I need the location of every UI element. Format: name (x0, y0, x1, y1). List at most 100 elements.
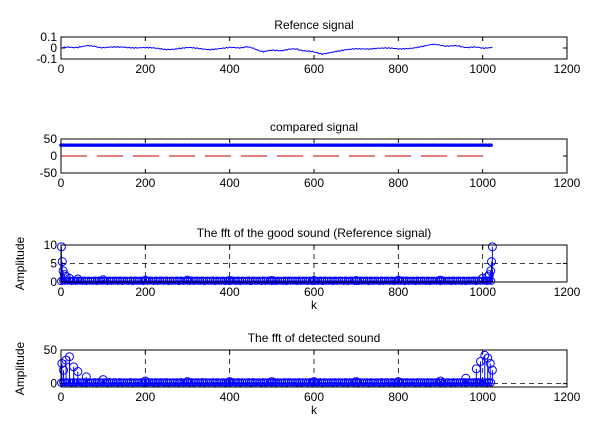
data-point (155, 143, 159, 147)
data-point (183, 143, 187, 147)
x-tick-label: 1000 (469, 62, 496, 76)
data-point (337, 143, 342, 147)
x-tick-label: 1200 (554, 62, 581, 76)
x-tick-label: 600 (304, 62, 324, 76)
axes-frame (60, 349, 568, 388)
data-point (156, 378, 165, 387)
plot-title: The fft of detected sound (248, 331, 381, 345)
data-point (476, 143, 481, 147)
data-point (393, 377, 403, 387)
data-point (170, 143, 175, 147)
x-tick-label: 0 (58, 285, 65, 299)
data-point (114, 143, 119, 147)
data-point (190, 143, 195, 147)
data-point (120, 276, 129, 285)
data-point (314, 143, 319, 147)
data-point (469, 143, 473, 147)
x-tick-label: 0 (58, 390, 65, 404)
axes-frame (60, 244, 568, 283)
x-tick-label: 400 (220, 62, 240, 76)
data-point (474, 143, 478, 147)
data-point (140, 275, 150, 285)
data-point (145, 143, 149, 147)
data-point (238, 143, 243, 147)
data-point (461, 143, 466, 147)
x-tick-label: 600 (304, 390, 324, 404)
plot-title: Refence signal (274, 18, 353, 32)
data-point (61, 355, 71, 365)
data-point (430, 276, 439, 285)
data-point (480, 350, 490, 360)
data-point (162, 143, 167, 147)
data-point (388, 143, 392, 147)
x-tick-label: 200 (135, 62, 155, 76)
data-point (119, 143, 124, 147)
data-point (345, 143, 349, 147)
data-point (167, 143, 172, 147)
data-point (436, 143, 440, 147)
x-tick-label: 1000 (469, 176, 496, 190)
data-point (291, 143, 296, 147)
data-point (418, 143, 423, 147)
data-point (97, 143, 101, 147)
y-tick-label: 0 (50, 275, 57, 289)
data-point (84, 143, 89, 147)
data-point (281, 143, 286, 147)
data-point (322, 378, 331, 387)
data-point (66, 143, 71, 147)
data-point (367, 143, 372, 147)
data-point (436, 376, 445, 386)
data-point (398, 143, 402, 147)
data-point (370, 143, 374, 147)
x-tick-label: 800 (388, 390, 408, 404)
data-point (181, 276, 190, 285)
data-point (266, 143, 271, 147)
data-point (433, 143, 438, 147)
x-tick-label: 1000 (469, 390, 496, 404)
data-point (74, 143, 78, 147)
data-point (284, 143, 288, 147)
x-tick-label: 0 (58, 62, 65, 76)
data-point (221, 143, 225, 147)
data-point (140, 143, 144, 147)
data-point (486, 266, 496, 276)
data-point (89, 143, 94, 147)
data-point (484, 143, 488, 147)
data-point (340, 143, 344, 147)
data-point (137, 143, 142, 147)
data-point (484, 270, 494, 280)
data-point (466, 143, 471, 147)
data-point (243, 143, 248, 147)
data-point (241, 143, 245, 147)
data-point (481, 143, 486, 147)
data-point (329, 143, 334, 147)
data-point (393, 143, 397, 147)
data-point (264, 143, 268, 147)
data-point (173, 143, 177, 147)
data-point (124, 143, 129, 147)
data-point (109, 143, 114, 147)
data-point (451, 143, 455, 147)
data-point (456, 143, 461, 147)
data-point (319, 143, 324, 147)
data-point (204, 276, 213, 285)
data-point (365, 143, 369, 147)
data-point (417, 378, 426, 387)
data-point (250, 378, 259, 387)
y-tick-label: -0.1 (36, 52, 57, 66)
data-point (145, 378, 154, 387)
data-point (259, 143, 263, 147)
data-point (81, 372, 91, 382)
data-point (483, 353, 493, 363)
y-tick-label: -50 (40, 166, 58, 180)
axes-frame (60, 138, 568, 174)
data-point (443, 143, 448, 147)
data-point (132, 378, 141, 387)
data-point (117, 143, 121, 147)
data-point (225, 276, 235, 286)
axes-frame (60, 36, 568, 60)
data-point (294, 143, 299, 147)
